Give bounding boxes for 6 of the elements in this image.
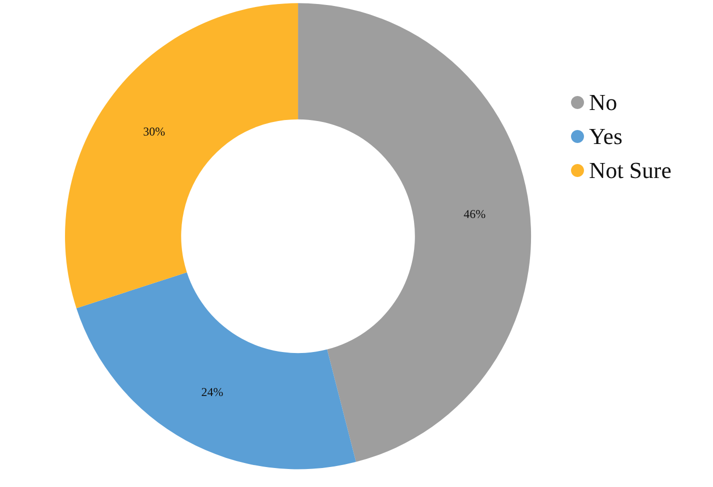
data-label: 24% bbox=[201, 385, 224, 400]
legend-label: Yes bbox=[589, 124, 623, 149]
legend-label: No bbox=[589, 90, 618, 115]
data-label: 30% bbox=[143, 124, 166, 139]
legend-label: Not Sure bbox=[589, 158, 672, 183]
data-label: 46% bbox=[464, 206, 486, 221]
